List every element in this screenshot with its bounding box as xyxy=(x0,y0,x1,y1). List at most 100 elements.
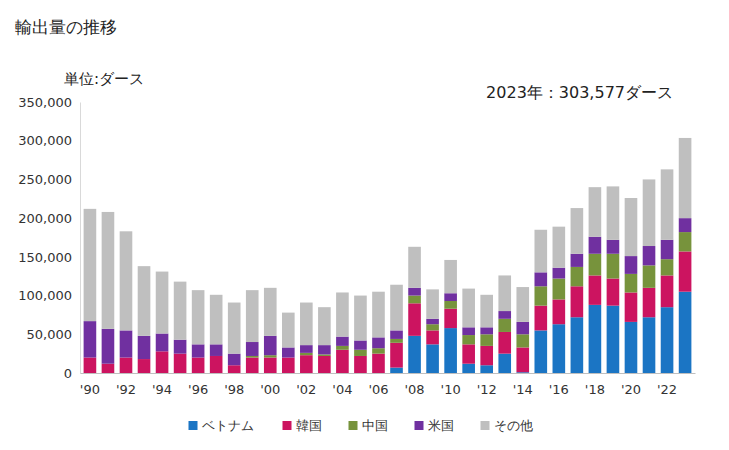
bar-segment xyxy=(643,179,656,246)
bar-segment xyxy=(264,288,277,336)
bar-segment xyxy=(336,346,349,350)
legend-swatch xyxy=(349,421,358,430)
bar-segment xyxy=(534,286,547,305)
bar-segment xyxy=(589,187,602,237)
bars xyxy=(84,138,692,373)
bar-segment xyxy=(643,265,656,287)
bar-segment xyxy=(534,230,547,273)
legend: ベトナム韓国中国米国その他 xyxy=(189,418,533,433)
bar-segment xyxy=(138,336,151,359)
y-tick-label: 150,000 xyxy=(18,250,72,265)
bar-segment xyxy=(138,359,151,373)
bar-segment xyxy=(372,348,385,353)
x-tick-label: '92 xyxy=(116,382,136,397)
x-tick-label: '08 xyxy=(404,382,424,397)
bar-segment xyxy=(571,254,584,267)
bar-segment xyxy=(607,306,620,373)
x-tick-label: '06 xyxy=(368,382,388,397)
bar-segment xyxy=(246,356,259,358)
x-tick: '96 xyxy=(188,373,208,397)
bar-segment xyxy=(336,350,349,373)
bar-segment xyxy=(336,337,349,346)
x-tick: '16 xyxy=(549,373,569,397)
bar-segment xyxy=(300,353,313,355)
bar-segment xyxy=(444,301,457,309)
plot: 050,000100,000150,000200,000250,000300,0… xyxy=(18,95,695,398)
bar-segment xyxy=(534,272,547,286)
x-tick: '08 xyxy=(404,373,424,397)
bar-segment xyxy=(318,356,331,373)
y-tick-label: 100,000 xyxy=(18,288,72,303)
bar-segment xyxy=(679,292,692,373)
x-tick: '14 xyxy=(513,373,533,397)
bar-segment xyxy=(84,209,97,321)
legend-swatch xyxy=(283,421,292,430)
bar-segment xyxy=(282,313,295,348)
bar-segment xyxy=(84,321,97,357)
bar-segment xyxy=(607,279,620,306)
y-axis: 050,000100,000150,000200,000250,000300,0… xyxy=(18,95,80,381)
bar-segment xyxy=(336,292,349,336)
bar-segment xyxy=(643,288,656,317)
x-tick: '20 xyxy=(621,373,641,397)
bar-segment xyxy=(571,267,584,286)
x-tick: '02 xyxy=(296,373,316,397)
legend-swatch xyxy=(481,421,490,430)
title: 輸出量の推移 xyxy=(15,17,117,37)
bar-segment xyxy=(390,368,403,373)
bar-segment xyxy=(390,343,403,368)
bar-segment xyxy=(228,354,241,366)
bar-segment xyxy=(679,138,692,218)
bar-segment xyxy=(426,324,439,330)
bar-segment xyxy=(444,309,457,328)
bar-segment xyxy=(174,354,187,373)
series xyxy=(84,218,692,365)
bar-segment xyxy=(553,324,566,373)
bar-segment xyxy=(553,279,566,300)
x-tick: '94 xyxy=(152,373,172,397)
x-tick-label: '18 xyxy=(585,382,605,397)
bar-segment xyxy=(282,358,295,373)
bar-segment xyxy=(571,317,584,373)
y-tick: 150,000 xyxy=(18,250,80,265)
bar-segment xyxy=(84,358,97,373)
y-tick: 0 xyxy=(64,366,80,381)
y-tick-label: 200,000 xyxy=(18,211,72,226)
y-tick: 200,000 xyxy=(18,211,80,226)
series xyxy=(246,232,691,357)
bar-segment xyxy=(480,334,493,346)
legend-label: 中国 xyxy=(362,418,388,433)
bar-segment xyxy=(498,311,511,319)
bar-segment xyxy=(156,334,169,352)
y-axis-line xyxy=(80,103,81,374)
bar-segment xyxy=(246,358,259,373)
bar-segment xyxy=(571,286,584,317)
bar-segment xyxy=(480,327,493,334)
bar-segment xyxy=(210,295,223,345)
bar-segment xyxy=(679,232,692,251)
x-axis: '90'92'94'96'98'00'02'04'06'08'10'12'14'… xyxy=(80,373,696,397)
bar-segment xyxy=(516,322,529,334)
bar-segment xyxy=(498,354,511,373)
bar-segment xyxy=(138,266,151,336)
y-tick: 300,000 xyxy=(18,133,80,148)
x-tick-label: '10 xyxy=(441,382,461,397)
y-tick-label: 250,000 xyxy=(18,172,72,187)
bar-segment xyxy=(444,328,457,373)
bar-segment xyxy=(589,237,602,254)
bar-segment xyxy=(408,303,421,336)
y-axis-label: 単位:ダース xyxy=(64,70,144,88)
bar-segment xyxy=(480,346,493,365)
x-tick-label: '22 xyxy=(657,382,677,397)
y-tick-label: 350,000 xyxy=(18,95,72,110)
bar-segment xyxy=(480,295,493,328)
x-tick-label: '90 xyxy=(80,382,100,397)
bar-segment xyxy=(426,344,439,373)
legend-item: 中国 xyxy=(349,418,388,433)
bar-segment xyxy=(679,218,692,232)
bar-segment xyxy=(625,322,638,373)
bar-segment xyxy=(354,350,367,356)
bar-segment xyxy=(408,336,421,373)
bar-segment xyxy=(264,336,277,355)
bar-segment xyxy=(408,288,421,296)
